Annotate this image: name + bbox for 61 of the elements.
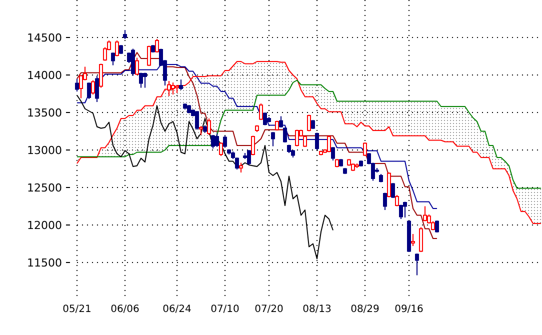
candlestick (139, 72, 143, 88)
y-tick-label: 12500 (27, 181, 62, 194)
candlestick (315, 132, 319, 150)
candlestick (179, 79, 183, 90)
candlestick (391, 182, 395, 198)
candlestick (91, 80, 95, 95)
x-tick-label: 06/06 (110, 304, 140, 315)
x-tick-label: 08/13 (302, 304, 332, 315)
y-tick-label: 14500 (27, 31, 62, 44)
candlestick (87, 82, 91, 100)
candlestick (247, 150, 251, 166)
candlestick (111, 52, 115, 66)
candlestick (251, 135, 255, 156)
candlestick (415, 253, 419, 276)
candlestick (215, 133, 219, 148)
x-tick-label: 07/20 (254, 304, 284, 315)
x-tick-label: 08/29 (350, 304, 380, 315)
y-tick-label: 14000 (27, 68, 62, 82)
candlestick (239, 162, 243, 173)
candlestick (211, 134, 215, 149)
candlestick (219, 142, 223, 156)
candlestick (423, 206, 427, 222)
candlestick (307, 114, 311, 132)
candlestick (207, 118, 211, 136)
candlestick (131, 48, 135, 76)
candlestick (271, 132, 275, 147)
x-tick-label: 07/10 (210, 304, 240, 315)
candlestick (75, 78, 79, 92)
candlestick (411, 234, 415, 246)
candlestick (167, 80, 171, 96)
y-tick-label: 11500 (27, 256, 62, 270)
candlestick (135, 57, 139, 76)
y-tick-label: 12000 (27, 218, 62, 232)
x-tick-label: 06/24 (162, 304, 192, 315)
candlestick (403, 201, 407, 218)
candlestick (363, 142, 367, 156)
x-tick-label: 09/16 (394, 304, 424, 315)
candlestick (399, 204, 403, 220)
line-series (76, 52, 438, 239)
candlestick (295, 129, 299, 147)
candlestick (263, 112, 267, 126)
y-tick-label: 13500 (27, 106, 62, 120)
y-tick-label: 13000 (27, 144, 62, 157)
candlestick (387, 172, 391, 198)
candlestick (283, 127, 287, 143)
candlestick (383, 192, 387, 210)
x-tick-label: 05/21 (62, 304, 92, 315)
candlestick (95, 75, 99, 102)
candlestick (259, 103, 263, 120)
candlestick (143, 72, 147, 88)
candlestick (395, 194, 399, 207)
candlestick (195, 110, 199, 130)
candlestick (171, 82, 175, 95)
candlestick (419, 226, 423, 252)
line-series (76, 80, 542, 189)
candlestick (327, 135, 331, 153)
candlestick (155, 38, 159, 53)
candlestick (331, 146, 335, 161)
candlestick (115, 40, 119, 57)
candlestick (223, 135, 227, 148)
candlestick (99, 63, 103, 88)
